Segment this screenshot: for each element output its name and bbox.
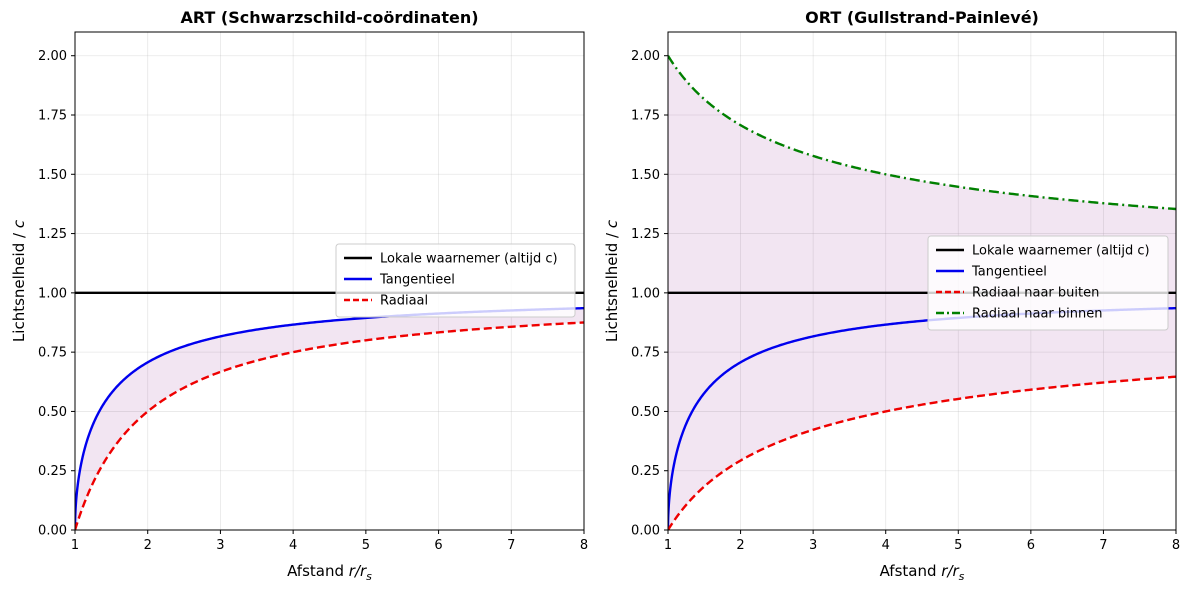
y-axis-label-var: c [10,219,28,228]
legend-label: Radiaal [380,294,428,309]
x-tick-label: 7 [507,538,515,553]
chart-title: ART (Schwarzschild-coördinaten) [180,8,478,27]
legend-label: Lokale waarnemer (altijd c) [380,252,558,267]
x-axis-label: Afstand r/rs [287,562,372,583]
chart-panel-2: 1 2 3 4 5 6 7 8 0.00 0.25 0.50 0.75 1.00 1.25 1.50 1.75… [603,8,1180,583]
x-tick-label: 6 [1027,538,1035,553]
x-tick-label: 3 [216,538,224,553]
x-tick-label: 2 [144,538,152,553]
x-tick-label: 1 [664,538,672,553]
y-tick-label: 1.00 [38,286,67,301]
legend-label: Radiaal naar binnen [972,307,1102,322]
y-tick-label: 0.25 [631,464,660,479]
y-tick-label: 2.00 [631,49,660,64]
y-tick-label: 1.00 [631,286,660,301]
x-tick-label: 8 [580,538,588,553]
y-tick-label: 0.50 [631,405,660,420]
legend-label: Lokale waarnemer (altijd c) [972,244,1150,259]
x-tick-label: 4 [882,538,890,553]
x-tick-label: 5 [954,538,962,553]
legend-label: Tangentieel [971,265,1047,280]
y-axis-label: Lichtsnelheid / c [10,219,28,342]
x-tick-label: 8 [1172,538,1180,553]
y-tick-label: 1.50 [631,168,660,183]
fill-between-area [75,308,584,530]
y-tick-label: 1.75 [38,109,67,124]
legend-box [335,243,576,318]
y-tick-label: 1.25 [38,227,67,242]
x-tick-label: 2 [736,538,744,553]
y-tick-label: 1.75 [631,109,660,124]
y-tick-label: 0.25 [38,464,67,479]
x-axis-label: Afstand r/rs [880,562,965,583]
y-tick-label: 1.25 [631,227,660,242]
series-line-radiaal-naar-binnen [668,55,1176,211]
x-tick-label: 4 [289,538,297,553]
legend-label: Tangentieel [379,273,455,288]
x-tick-label: 6 [434,538,442,553]
y-tick-label: 2.00 [38,49,67,64]
chart-panel-1: 1 2 3 4 5 6 7 8 0.00 0.25 0.50 0.75 1.00 1.25 1.50 1.75… [10,8,588,583]
x-tick-label: 5 [362,538,370,553]
y-axis-label-var: c [603,219,621,228]
y-axis-label-text: Lichtsnelheid / [10,228,28,342]
x-axis-label-sub: s [959,570,965,583]
y-axis-label-text: Lichtsnelheid / [603,228,621,342]
chart-title: ORT (Gullstrand-Painlevé) [805,8,1039,27]
axes-frame [74,31,585,531]
x-axis-label-var: r/r [941,562,959,580]
x-axis-label-sub: s [366,570,372,583]
x-tick-label: 1 [71,538,79,553]
y-tick-label: 0.00 [631,524,660,539]
x-tick-label: 3 [809,538,817,553]
x-axis-label-text: Afstand [287,562,349,580]
legend: Lokale waarnemer (altijd c) Tangentieel Ra… [335,243,576,318]
axes-frame [667,31,1177,531]
x-axis-label-var: r/r [349,562,367,580]
y-axis-label: Lichtsnelheid / c [603,219,621,342]
y-tick-label: 0.50 [38,405,67,420]
x-tick-label: 7 [1099,538,1107,553]
y-tick-label: 0.00 [38,524,67,539]
y-tick-label: 0.75 [631,346,660,361]
x-axis-label-text: Afstand [880,562,942,580]
legend: Lokale waarnemer (altijd c) Tangentieel Ra… [927,235,1169,331]
series-line-radiaal [75,321,584,530]
y-tick-label: 1.50 [38,168,67,183]
y-tick-label: 0.75 [38,346,67,361]
legend-box [927,235,1169,331]
legend-label: Radiaal naar buiten [972,286,1099,301]
